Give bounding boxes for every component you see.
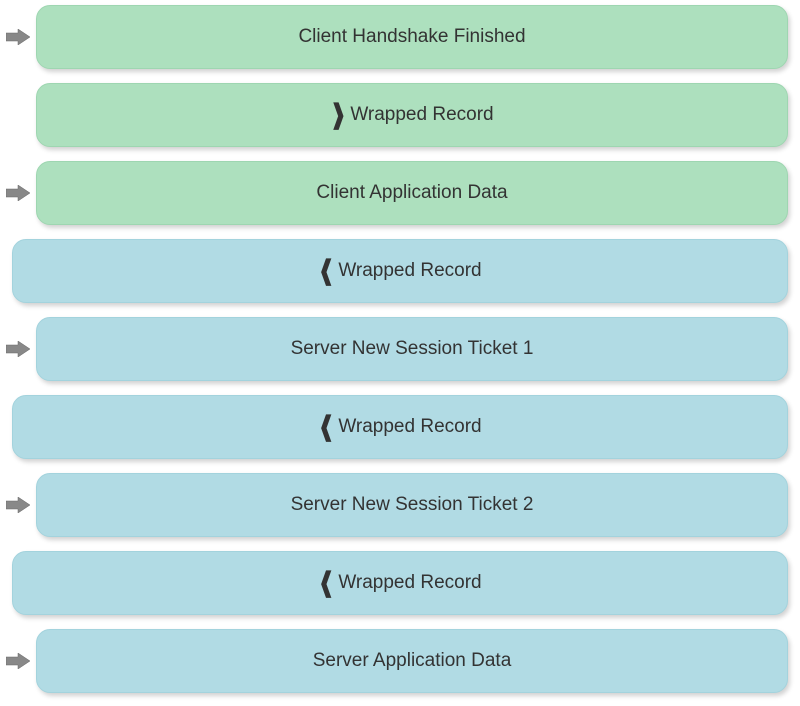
chevron-left-icon: ❰ — [318, 411, 334, 443]
flow-row: ❰Wrapped Record — [0, 548, 800, 618]
flow-box-label: Client Application Data — [316, 182, 507, 204]
flow-row: Client Handshake Finished — [0, 2, 800, 72]
flow-row: Server New Session Ticket 1 — [0, 314, 800, 384]
flow-box: Server New Session Ticket 1 — [36, 317, 788, 381]
flow-row: ❰Wrapped Record — [0, 236, 800, 306]
flow-row: ❱Wrapped Record — [0, 80, 800, 150]
flow-row: Client Application Data — [0, 158, 800, 228]
flow-box-label: Wrapped Record — [338, 416, 481, 438]
flow-box-label: Server New Session Ticket 2 — [291, 494, 534, 516]
flow-box: Client Handshake Finished — [36, 5, 788, 69]
flow-box-label: Server New Session Ticket 1 — [291, 338, 534, 360]
flow-box-label: Server Application Data — [313, 650, 512, 672]
flow-box: ❱Wrapped Record — [36, 83, 788, 147]
flow-box-label: Wrapped Record — [338, 572, 481, 594]
flow-box: Server New Session Ticket 2 — [36, 473, 788, 537]
flow-row: ❰Wrapped Record — [0, 392, 800, 462]
flow-box: Client Application Data — [36, 161, 788, 225]
chevron-right-icon: ❱ — [330, 99, 346, 131]
flow-box: Server Application Data — [36, 629, 788, 693]
chevron-left-icon: ❰ — [318, 255, 334, 287]
flow-box-label: Wrapped Record — [338, 260, 481, 282]
arrow-right-icon — [6, 497, 30, 513]
flow-box: ❰Wrapped Record — [12, 395, 788, 459]
flow-box-label: Client Handshake Finished — [298, 26, 525, 48]
flow-box-label: Wrapped Record — [350, 104, 493, 126]
tls-flow-diagram: Client Handshake Finished❱Wrapped Record… — [0, 2, 800, 696]
arrow-right-icon — [6, 653, 30, 669]
flow-row: Server Application Data — [0, 626, 800, 696]
flow-box: ❰Wrapped Record — [12, 551, 788, 615]
arrow-right-icon — [6, 341, 30, 357]
arrow-right-icon — [6, 185, 30, 201]
arrow-right-icon — [6, 29, 30, 45]
chevron-left-icon: ❰ — [318, 567, 334, 599]
flow-row: Server New Session Ticket 2 — [0, 470, 800, 540]
flow-box: ❰Wrapped Record — [12, 239, 788, 303]
